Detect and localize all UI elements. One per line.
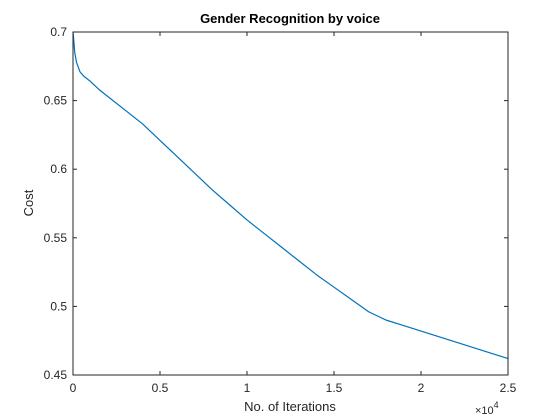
chart-title: Gender Recognition by voice [200,11,380,26]
y-tick-label: 0.55 [44,231,68,245]
series-layer [72,31,509,360]
series-line [72,31,509,360]
x-axis-label: No. of Iterations [244,399,336,414]
x-axis-exponent: ×104 [475,400,499,417]
x-tick-label: 1 [244,381,251,395]
x-tick-label: 2.5 [500,381,517,395]
y-tick-label: 0.65 [44,94,68,108]
x-exponent-power: 4 [494,400,499,410]
x-tick-label: 1.5 [326,381,343,395]
axes-box [72,31,509,376]
y-tick-label: 0.7 [50,25,67,39]
x-exponent-base: ×10 [475,405,494,417]
y-tick-label: 0.45 [44,368,68,382]
y-tick-label: 0.6 [50,162,67,176]
y-tick-label: 0.5 [50,299,67,313]
x-tick-label: 2 [418,381,425,395]
x-tick-label: 0.5 [152,381,169,395]
tick-layer: 0 0.5 1 1.5 2 2.5 0.45 0.5 0.55 0.6 0.65 0.7 [44,25,517,395]
y-axis-label: Cost [21,189,36,216]
x-tick-label: 0 [70,381,77,395]
